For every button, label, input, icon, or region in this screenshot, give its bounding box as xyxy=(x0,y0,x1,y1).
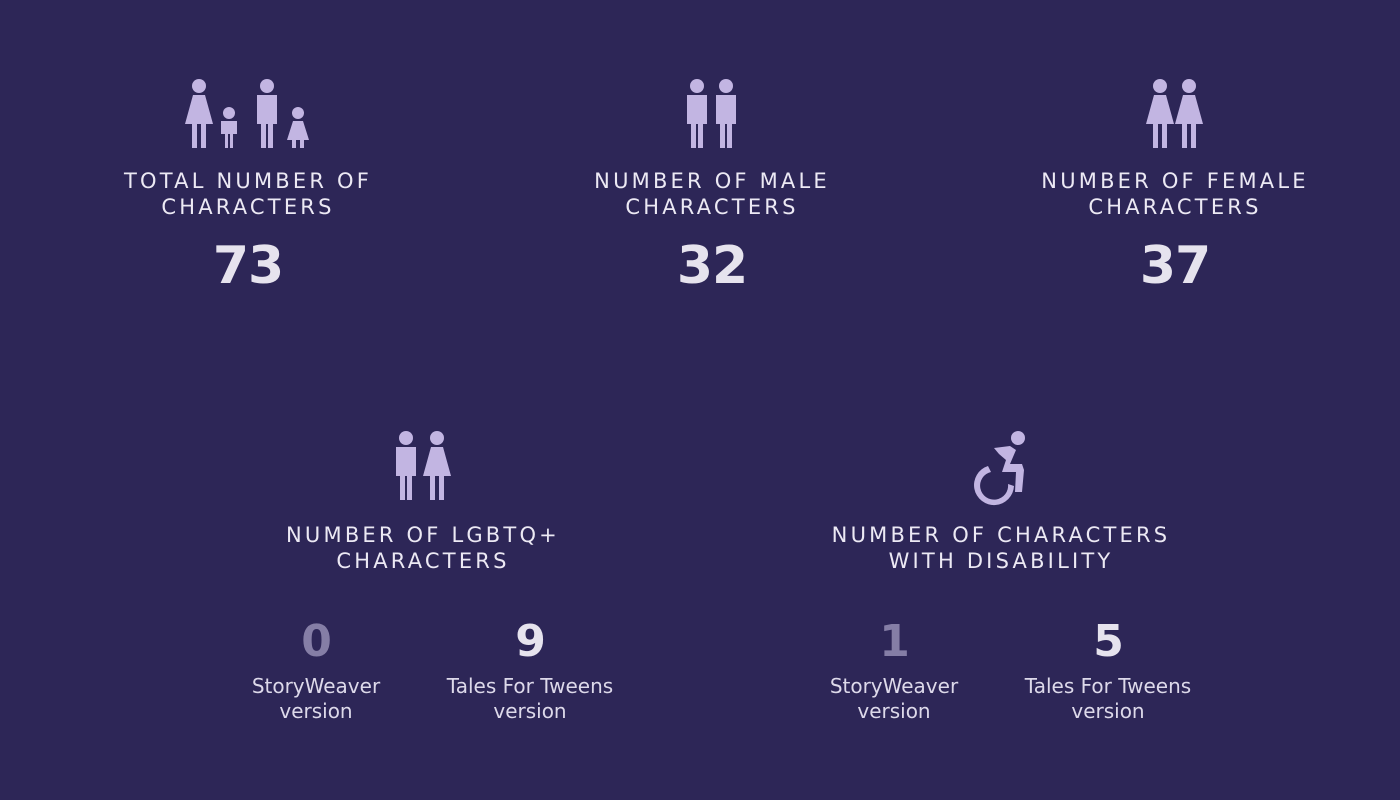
stat-female-characters: NUMBER OF FEMALE CHARACTERS 37 xyxy=(1025,78,1325,296)
tweens-value: 9 xyxy=(515,616,546,667)
two-women-icon xyxy=(1146,79,1203,148)
stat-label: NUMBER OF LGBTQ+ CHARACTERS xyxy=(286,523,560,573)
tweens-caption: Tales For Tweens version xyxy=(1024,674,1192,723)
man-woman-icon xyxy=(396,431,451,500)
stat-value: 37 xyxy=(1139,236,1211,296)
stat-label: NUMBER OF MALE CHARACTERS xyxy=(594,169,830,219)
stat-label: NUMBER OF FEMALE CHARACTERS xyxy=(1041,169,1309,219)
stat-disability-characters: NUMBER OF CHARACTERS WITH DISABILITY xyxy=(801,430,1201,574)
stat-value: 32 xyxy=(676,236,748,296)
storyweaver-value: 1 xyxy=(879,616,910,667)
tweens-caption: Tales For Tweens version xyxy=(446,674,614,723)
stat-male-characters: NUMBER OF MALE CHARACTERS 32 xyxy=(562,78,862,296)
two-men-icon xyxy=(687,79,736,148)
storyweaver-caption: StoryWeaver version xyxy=(829,674,959,723)
stat-label: NUMBER OF CHARACTERS WITH DISABILITY xyxy=(831,523,1171,573)
storyweaver-value: 0 xyxy=(301,616,332,667)
storyweaver-caption: StoryWeaver version xyxy=(251,674,381,723)
disability-tales-for-tweens: 5 Tales For Tweens version xyxy=(998,617,1218,724)
stat-value: 73 xyxy=(212,236,284,296)
stat-lgbtq-characters: NUMBER OF LGBTQ+ CHARACTERS xyxy=(273,430,573,574)
stat-total-characters: TOTAL NUMBER OF CHARACTERS 73 xyxy=(98,78,398,296)
wheelchair-icon xyxy=(974,431,1025,506)
family-icon xyxy=(185,79,309,148)
disability-storyweaver: 1 StoryWeaver version xyxy=(804,617,984,724)
tweens-value: 5 xyxy=(1093,616,1124,667)
lgbtq-storyweaver: 0 StoryWeaver version xyxy=(226,617,406,724)
lgbtq-tales-for-tweens: 9 Tales For Tweens version xyxy=(420,617,640,724)
stat-label: TOTAL NUMBER OF CHARACTERS xyxy=(123,169,373,219)
